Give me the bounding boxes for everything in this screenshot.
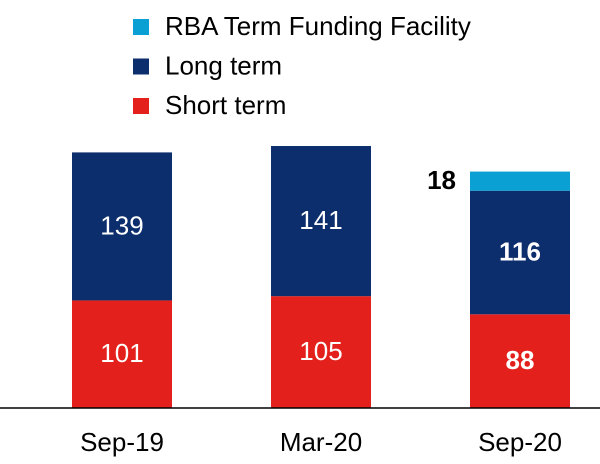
bar-segment <box>470 171 570 191</box>
x-tick-label: Sep-19 <box>80 427 164 457</box>
data-label: 139 <box>100 210 143 240</box>
bar-segment <box>470 314 570 408</box>
bar-segment <box>271 146 371 297</box>
data-label: 101 <box>100 338 143 368</box>
bar-segment <box>470 190 570 315</box>
legend-label: Short term <box>165 90 286 120</box>
data-label: 105 <box>299 336 342 366</box>
bar-segment <box>72 152 172 301</box>
legend-swatch <box>133 19 149 35</box>
data-label: 88 <box>506 345 535 375</box>
legend-label: Long term <box>165 50 282 80</box>
legend-label: RBA Term Funding Facility <box>165 11 471 41</box>
data-label: 116 <box>499 236 541 266</box>
data-label: 18 <box>427 165 456 195</box>
bar-segment <box>271 296 371 408</box>
data-label: 141 <box>299 205 342 235</box>
legend-swatch <box>133 98 149 114</box>
bar-segment <box>72 300 172 408</box>
x-tick-label: Sep-20 <box>478 427 562 457</box>
legend-swatch <box>133 58 149 75</box>
x-tick-label: Mar-20 <box>280 427 362 457</box>
